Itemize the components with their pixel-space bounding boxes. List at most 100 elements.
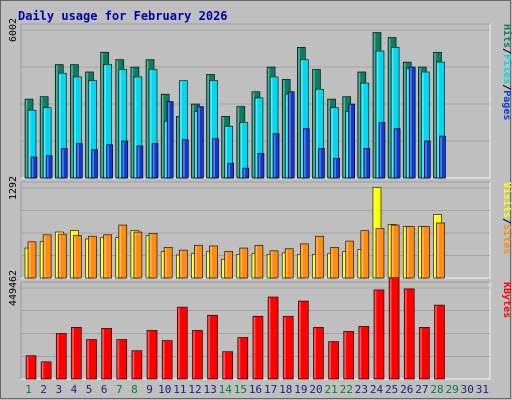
- bar-sites-day-22: [345, 240, 355, 279]
- bar-sites-day-7: [118, 224, 128, 279]
- bar-sites-day-19: [300, 243, 309, 279]
- day-label-26: 26: [400, 383, 413, 396]
- day-label-31: 31: [476, 383, 489, 396]
- legend-visits: Visits: [501, 182, 512, 218]
- day-label-6: 6: [101, 383, 108, 396]
- bar-pages-day-13: [212, 138, 219, 179]
- bar-pages-day-6: [106, 144, 113, 179]
- bar-sites-day-9: [148, 233, 158, 279]
- bar-sites-day-21: [330, 247, 339, 279]
- day-label-12: 12: [188, 383, 201, 396]
- bar-kbytes-day-8: [131, 350, 143, 380]
- bar-kbytes-day-11: [176, 306, 188, 380]
- bar-sites-day-23: [360, 230, 370, 279]
- bar-sites-day-25: [390, 224, 400, 279]
- bar-kbytes-day-6: [101, 328, 112, 380]
- bar-pages-day-24: [378, 122, 386, 179]
- bar-sites-day-2: [42, 234, 52, 279]
- bar-pages-day-19: [303, 128, 310, 179]
- bar-sites-day-16: [254, 244, 264, 279]
- legend-visits: Visits/Sites: [501, 182, 512, 254]
- day-label-7: 7: [116, 383, 123, 396]
- y-max-label-hits: 6002: [8, 18, 19, 42]
- day-label-23: 23: [355, 383, 368, 396]
- bar-sites-day-11: [178, 249, 188, 279]
- bar-kbytes-day-19: [298, 300, 309, 380]
- day-axis-labels: 1 2 3 4 5 6 7 8 9 10 11 12 13 14 15 16 17 18 19 20 21 22 23 24 2…: [25, 383, 489, 396]
- bar-sites-day-10: [163, 247, 173, 279]
- legend-pages: Pages: [501, 90, 512, 120]
- bar-pages-day-8: [136, 145, 144, 179]
- bar-sites-day-8: [133, 231, 143, 279]
- bar-kbytes-day-28: [434, 304, 445, 380]
- bar-kbytes-day-5: [86, 339, 97, 380]
- bar-pages-day-1: [30, 156, 38, 179]
- bar-kbytes-day-4: [71, 327, 82, 380]
- bar-sites-day-4: [73, 235, 82, 279]
- bar-pages-day-18: [287, 91, 295, 179]
- day-label-20: 20: [309, 383, 322, 396]
- day-label-13: 13: [203, 383, 216, 396]
- bar-kbytes-day-17: [267, 296, 279, 380]
- panel-kbytes: 449462 KBytes: [8, 270, 512, 380]
- bar-pages-day-2: [45, 155, 53, 179]
- y-max-label-kbytes: 449462: [8, 270, 19, 306]
- bar-kbytes-day-15: [237, 337, 249, 380]
- day-label-11: 11: [173, 383, 186, 396]
- day-label-30: 30: [461, 383, 474, 396]
- day-label-8: 8: [131, 383, 138, 396]
- day-label-28: 28: [430, 383, 443, 396]
- bar-pages-day-10: [166, 101, 174, 179]
- day-label-16: 16: [249, 383, 262, 396]
- bar-kbytes-day-27: [419, 327, 430, 380]
- bar-kbytes-day-3: [55, 333, 67, 380]
- bar-pages-day-11: [181, 139, 189, 179]
- chart-title: Daily usage for February 2026: [18, 9, 228, 23]
- bar-pages-day-7: [121, 140, 129, 179]
- day-label-4: 4: [71, 383, 78, 396]
- bar-kbytes-day-9: [146, 330, 158, 380]
- bar-pages-day-22: [348, 103, 356, 179]
- day-label-18: 18: [279, 383, 292, 396]
- panel-visits: 1292 Visits/Sites: [8, 176, 512, 279]
- day-label-22: 22: [340, 383, 353, 396]
- bar-sites-day-15: [239, 247, 249, 279]
- bar-kbytes-day-12: [192, 330, 203, 380]
- y-max-label-visits: 1292: [8, 176, 19, 200]
- bar-pages-day-9: [151, 143, 159, 179]
- day-label-9: 9: [146, 383, 153, 396]
- bar-pages-day-27: [424, 140, 431, 179]
- bar-sites-day-18: [284, 248, 294, 279]
- legend-files: Files: [501, 54, 512, 84]
- day-label-21: 21: [325, 383, 338, 396]
- bar-kbytes-day-26: [403, 288, 415, 380]
- day-label-27: 27: [415, 383, 428, 396]
- bar-sites-day-17: [269, 250, 279, 279]
- legend-kbytes: KBytes: [501, 282, 512, 318]
- day-label-10: 10: [158, 383, 171, 396]
- chart-panels: 6002 Hits/Files/Pages 1292 Visits/Sites 4494…: [8, 18, 512, 380]
- bar-kbytes-day-21: [328, 341, 339, 380]
- legend-hits: Hits/Files/Pages: [501, 24, 512, 120]
- day-label-2: 2: [40, 383, 47, 396]
- day-label-3: 3: [56, 383, 63, 396]
- bar-sites-day-28: [436, 222, 445, 279]
- bar-kbytes-day-20: [313, 327, 324, 380]
- bar-kbytes-day-18: [282, 315, 294, 380]
- bar-kbytes-day-13: [207, 314, 218, 380]
- bar-sites-day-6: [103, 234, 112, 279]
- day-label-17: 17: [264, 383, 277, 396]
- bar-kbytes-day-10: [161, 340, 173, 380]
- legend-hits: Hits: [501, 24, 512, 48]
- bar-pages-day-5: [91, 149, 98, 179]
- bar-pages-day-3: [60, 148, 68, 179]
- bar-pages-day-21: [333, 157, 340, 179]
- bar-kbytes-day-16: [252, 315, 264, 380]
- bar-pages-day-23: [363, 148, 371, 179]
- bar-pages-day-15: [242, 167, 250, 179]
- bar-kbytes-day-24: [373, 289, 385, 380]
- bar-pages-day-26: [408, 66, 416, 179]
- bar-sites-day-1: [27, 241, 37, 279]
- bar-sites-day-12: [194, 244, 203, 279]
- bar-pages-day-12: [197, 106, 204, 179]
